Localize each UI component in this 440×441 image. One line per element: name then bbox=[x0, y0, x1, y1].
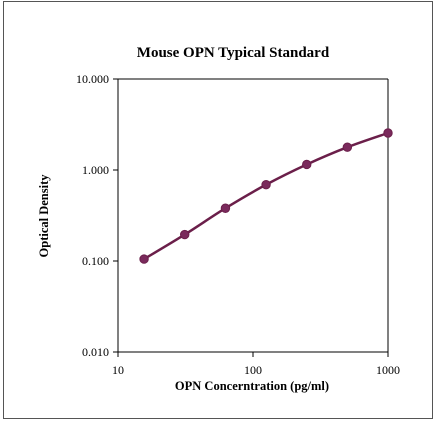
y-tick-label: 0.010 bbox=[82, 345, 109, 359]
data-point bbox=[139, 254, 149, 264]
x-tick-label: 100 bbox=[244, 363, 262, 377]
y-ticks: 0.010 0.100 1.000 10.000 bbox=[76, 72, 118, 359]
chart-title: Mouse OPN Typical Standard bbox=[137, 45, 330, 61]
data-point bbox=[383, 128, 393, 138]
data-point bbox=[261, 179, 271, 190]
x-axis-title: OPN Concerntration (pg/ml) bbox=[175, 379, 329, 393]
y-tick-label: 10.000 bbox=[76, 72, 109, 86]
series-layer bbox=[139, 128, 393, 264]
y-tick-label: 1.000 bbox=[82, 163, 109, 177]
data-point bbox=[342, 142, 353, 152]
x-ticks: 10 100 1000 bbox=[112, 352, 400, 377]
series-line bbox=[143, 131, 389, 261]
plot-area bbox=[117, 78, 389, 353]
y-tick-label: 0.100 bbox=[82, 254, 109, 268]
data-point bbox=[302, 159, 312, 170]
data-point bbox=[220, 203, 231, 213]
x-tick-label: 1000 bbox=[376, 363, 400, 377]
data-point bbox=[180, 229, 190, 240]
chart-frame bbox=[3, 1, 433, 419]
y-axis-title: Optical Density bbox=[37, 174, 51, 258]
x-tick-label: 10 bbox=[112, 363, 124, 377]
